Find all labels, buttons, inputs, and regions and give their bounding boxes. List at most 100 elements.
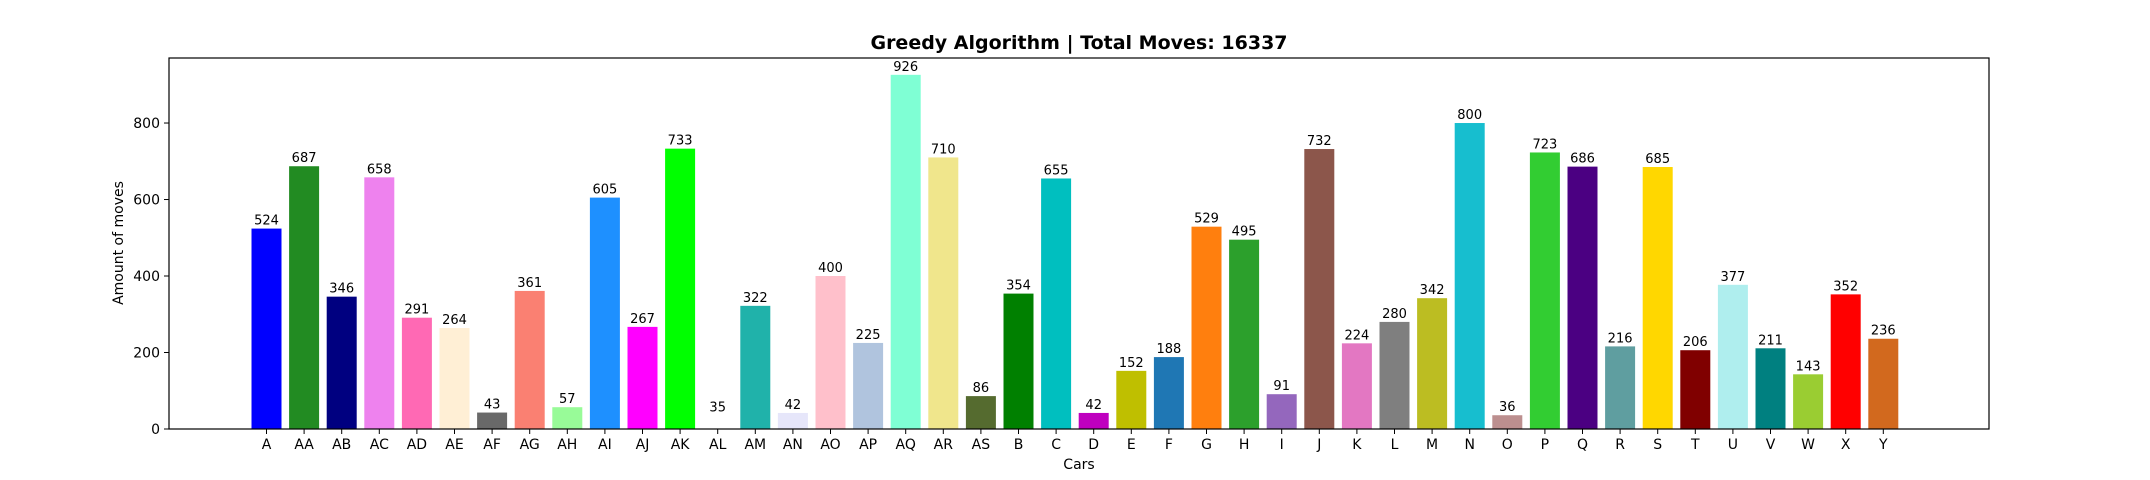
bar-I [1266, 394, 1297, 429]
x-tick-label-AE: AE [445, 437, 463, 453]
bar-AL [702, 415, 733, 429]
bar-AP [853, 342, 884, 429]
bar-L [1379, 321, 1410, 429]
x-tick-label-V: V [1766, 437, 1776, 453]
x-tick-label-AC: AC [370, 437, 389, 453]
value-label-AL: 35 [709, 401, 726, 416]
value-label-X: 352 [1833, 279, 1858, 294]
x-tick-label-AB: AB [332, 437, 351, 453]
bar-S [1642, 167, 1673, 429]
value-label-AM: 322 [743, 291, 768, 306]
bar-AM [740, 305, 771, 429]
value-label-T: 206 [1683, 335, 1708, 350]
value-label-U: 377 [1720, 270, 1745, 285]
bar-G [1191, 226, 1222, 429]
value-label-AO: 400 [818, 261, 843, 276]
bar-AJ [627, 326, 658, 429]
x-tick-label-T: T [1690, 437, 1700, 453]
bar-AH [552, 407, 583, 429]
value-label-C: 655 [1044, 163, 1069, 178]
x-tick-label-H: H [1239, 437, 1250, 453]
x-tick-label-AF: AF [483, 437, 501, 453]
bar-AB [326, 296, 357, 429]
bar-P [1529, 152, 1560, 429]
y-tick-label-800: 800 [133, 116, 160, 132]
x-tick-label-AI: AI [598, 437, 612, 453]
bar-N [1454, 123, 1485, 430]
value-label-W: 143 [1796, 359, 1821, 374]
value-label-AI: 605 [592, 183, 617, 198]
x-tick-label-B: B [1014, 437, 1024, 453]
value-label-M: 342 [1420, 283, 1445, 298]
x-tick-label-R: R [1615, 437, 1625, 453]
bar-AS [965, 396, 996, 429]
x-tick-label-AQ: AQ [896, 437, 916, 453]
value-label-AD: 291 [404, 303, 429, 318]
bar-AF [477, 412, 508, 429]
bar-Q [1567, 166, 1598, 429]
value-label-S: 685 [1645, 152, 1670, 167]
x-tick-label-AJ: AJ [636, 437, 650, 453]
x-tick-label-K: K [1352, 437, 1362, 453]
value-label-K: 224 [1344, 328, 1369, 343]
value-label-AF: 43 [484, 398, 501, 413]
value-label-AP: 225 [856, 328, 881, 343]
bar-B [1003, 293, 1034, 429]
value-label-J: 732 [1307, 134, 1332, 149]
bar-AA [289, 166, 320, 430]
x-tick-label-AM: AM [744, 437, 766, 453]
bar-D [1078, 412, 1109, 429]
value-label-H: 495 [1232, 225, 1257, 240]
y-tick-label-600: 600 [133, 193, 160, 209]
bar-J [1304, 149, 1335, 429]
x-tick-label-X: X [1841, 437, 1851, 453]
bar-AG [514, 290, 545, 429]
y-axis-label: Amount of moves [111, 181, 127, 305]
x-tick-label-L: L [1391, 437, 1399, 453]
x-tick-label-AH: AH [557, 437, 577, 453]
value-label-V: 211 [1758, 333, 1783, 348]
value-label-O: 36 [1499, 400, 1516, 415]
bar-E [1116, 370, 1147, 429]
x-tick-label-A: A [262, 437, 272, 453]
x-tick-label-AS: AS [972, 437, 991, 453]
x-tick-label-D: D [1088, 437, 1099, 453]
value-label-Y: 236 [1871, 324, 1896, 339]
bar-M [1417, 298, 1448, 429]
x-axis-label: Cars [1063, 457, 1094, 473]
x-tick-label-E: E [1127, 437, 1136, 453]
value-label-N: 800 [1457, 108, 1482, 123]
bar-AI [589, 197, 620, 429]
x-tick-label-I: I [1280, 437, 1284, 453]
x-axis-ticks: A AA AB AC AD AE AF AG AH AI AJ AK AL AM AN AO AP AQ AR AS B… [262, 429, 1888, 453]
value-label-D: 42 [1085, 398, 1102, 413]
bar-X [1830, 294, 1861, 429]
value-label-Q: 686 [1570, 152, 1595, 167]
bar-U [1717, 284, 1748, 429]
bar-W [1793, 374, 1824, 429]
x-tick-label-AD: AD [407, 437, 427, 453]
value-label-AR: 710 [931, 142, 956, 157]
value-label-P: 723 [1532, 137, 1557, 152]
x-tick-label-G: G [1201, 437, 1212, 453]
value-label-AG: 361 [517, 276, 542, 291]
x-tick-label-C: C [1051, 437, 1061, 453]
x-tick-label-Q: Q [1577, 437, 1588, 453]
x-tick-label-AG: AG [520, 437, 540, 453]
value-label-E: 152 [1119, 356, 1144, 371]
bar-C [1041, 178, 1072, 429]
value-label-AE: 264 [442, 313, 467, 328]
x-tick-label-AO: AO [820, 437, 840, 453]
value-label-F: 188 [1156, 342, 1181, 357]
x-tick-label-M: M [1426, 437, 1438, 453]
value-label-AC: 658 [367, 162, 392, 177]
bar-R [1605, 346, 1636, 429]
bar-F [1153, 357, 1184, 429]
value-label-G: 529 [1194, 212, 1219, 227]
value-label-AA: 687 [292, 151, 317, 166]
bar-AD [401, 317, 432, 429]
bar-AQ [890, 74, 921, 429]
x-tick-label-W: W [1801, 437, 1815, 453]
bar-K [1341, 343, 1372, 429]
x-tick-label-S: S [1653, 437, 1662, 453]
